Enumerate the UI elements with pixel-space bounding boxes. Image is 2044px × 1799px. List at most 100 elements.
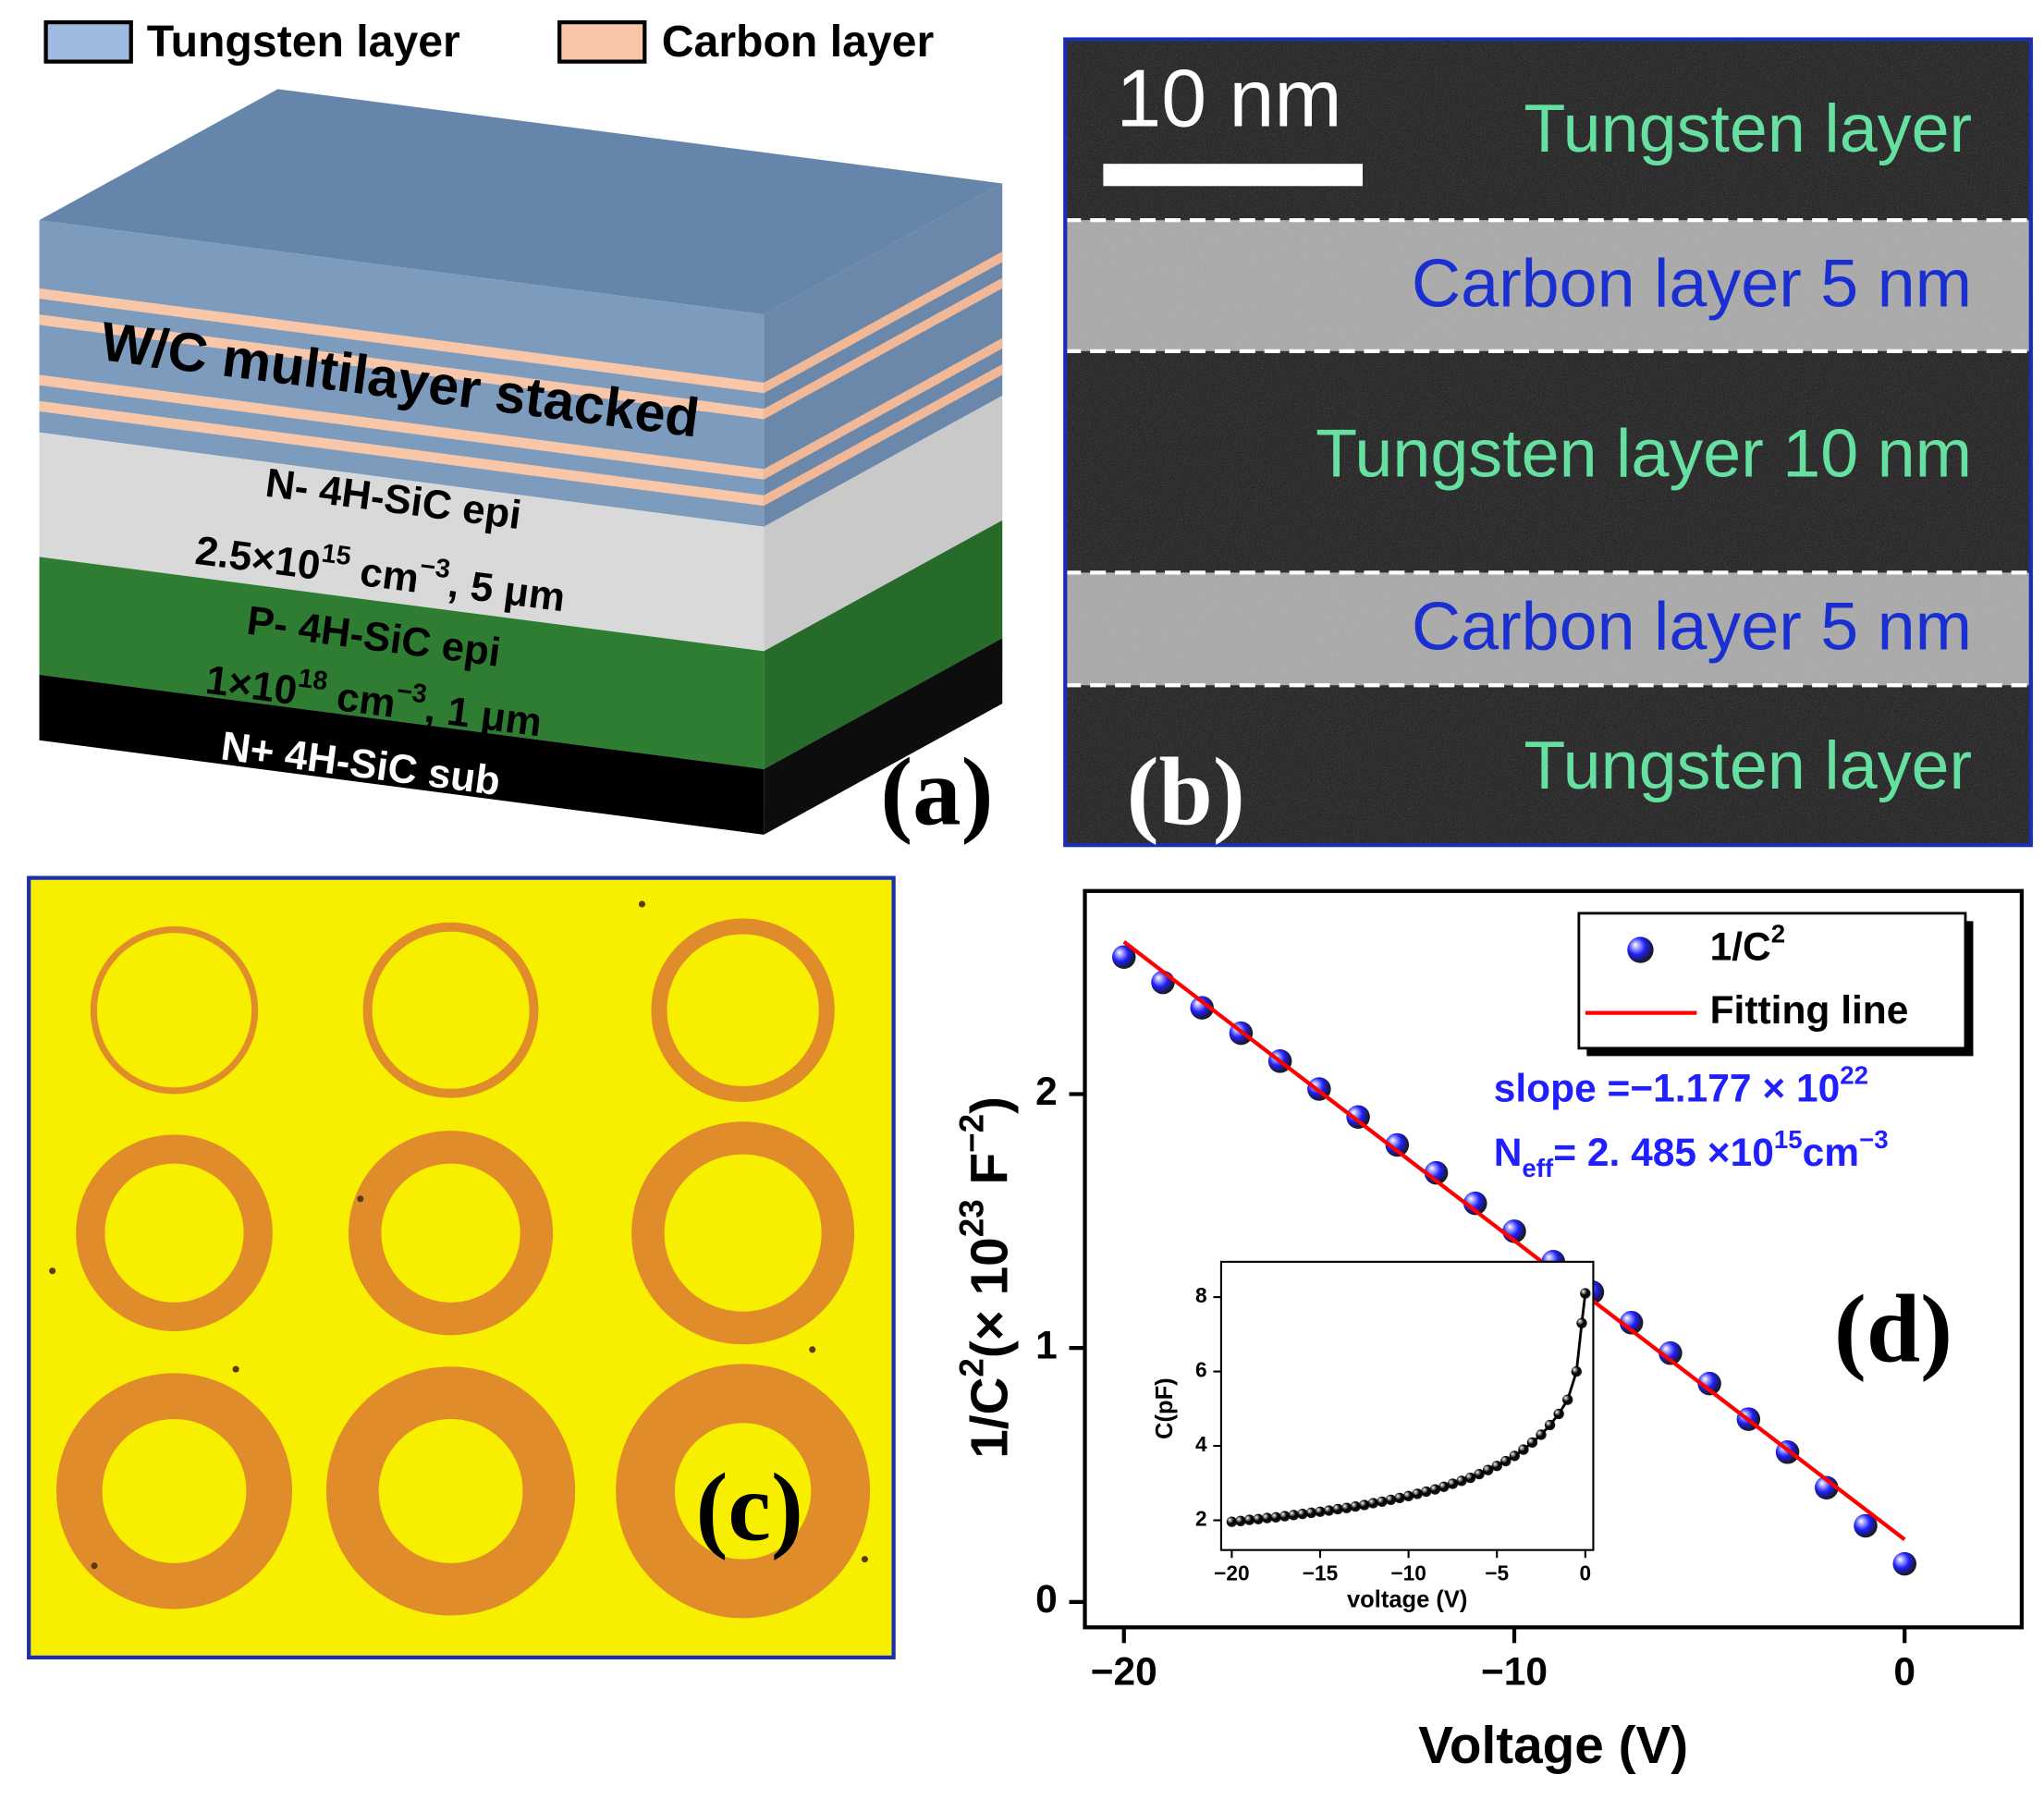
plot-frame bbox=[1219, 1260, 1595, 1551]
annotation: slope =−1.177 × 1022 bbox=[1494, 1060, 1868, 1110]
data-point bbox=[1562, 1394, 1573, 1405]
layer-label: 1×1018 cm−3, 1 μm bbox=[203, 651, 545, 745]
x-tick-label: −5 bbox=[1485, 1560, 1509, 1585]
data-point bbox=[1288, 1510, 1299, 1521]
data-point bbox=[1412, 1488, 1423, 1499]
data-point bbox=[1658, 1340, 1683, 1365]
text-part: slope =−1.177 × 10 bbox=[1494, 1068, 1841, 1111]
data-point bbox=[1456, 1475, 1467, 1487]
text-part: F bbox=[961, 1153, 1019, 1199]
text-part: −2 bbox=[953, 1114, 991, 1153]
debris bbox=[91, 1562, 98, 1570]
y-tick-label: 4 bbox=[1195, 1432, 1207, 1456]
legend-box bbox=[1577, 912, 1967, 1050]
layer-front bbox=[39, 374, 765, 480]
layer-side bbox=[764, 277, 1003, 420]
data-point bbox=[1402, 1490, 1414, 1502]
text-part: cm bbox=[347, 547, 422, 601]
debris bbox=[809, 1346, 816, 1353]
legend-label: Carbon layer bbox=[662, 17, 935, 67]
layer-label: Tungsten layer bbox=[1524, 90, 1972, 166]
plot-frame bbox=[1083, 888, 2025, 1630]
data-point bbox=[1526, 1437, 1538, 1449]
data-point bbox=[1270, 1511, 1281, 1523]
x-tick-label: −10 bbox=[1481, 1651, 1548, 1695]
layer-front bbox=[39, 432, 765, 652]
layer-side bbox=[764, 520, 1003, 769]
data-point bbox=[1341, 1502, 1352, 1513]
data-point bbox=[1429, 1484, 1440, 1495]
data-point bbox=[1892, 1551, 1916, 1576]
data-point bbox=[1447, 1478, 1459, 1489]
debris bbox=[638, 900, 646, 908]
layer-label: Tungsten layer 10 nm bbox=[1316, 415, 1972, 492]
layer-front bbox=[39, 288, 765, 394]
text-part: 18 bbox=[297, 663, 330, 696]
data-point bbox=[1580, 1288, 1591, 1299]
y-tick-label: 8 bbox=[1195, 1283, 1207, 1307]
legend-label: 1/C2 bbox=[1710, 919, 1786, 969]
text-part: = 2. 485 ×10 bbox=[1553, 1132, 1774, 1175]
debris bbox=[861, 1556, 868, 1563]
data-point bbox=[1553, 1408, 1564, 1420]
text-part: −3 bbox=[395, 676, 428, 709]
data-point bbox=[1111, 945, 1136, 969]
data-point bbox=[1483, 1464, 1494, 1475]
x-tick-label: −20 bbox=[1214, 1560, 1249, 1585]
layer-label: Carbon layer 5 nm bbox=[1412, 588, 1972, 665]
panel-border bbox=[1063, 37, 2033, 848]
data-point bbox=[1474, 1468, 1485, 1480]
data-point bbox=[1509, 1450, 1521, 1462]
layer-front bbox=[39, 674, 765, 835]
data-point bbox=[1438, 1481, 1450, 1492]
data-point bbox=[1367, 1498, 1379, 1509]
data-point bbox=[1394, 1492, 1405, 1504]
legend-label: Tungsten layer bbox=[147, 17, 460, 67]
text-part: −3 bbox=[419, 551, 452, 584]
ring-electrode bbox=[349, 1131, 554, 1336]
data-point bbox=[1332, 1503, 1343, 1515]
y-tick-label: 2 bbox=[1035, 1071, 1058, 1114]
text-part: 15 bbox=[320, 538, 353, 571]
text-part: 15 bbox=[1774, 1125, 1803, 1154]
scale-bar-label: 10 nm bbox=[1116, 53, 1341, 144]
x-tick-label: −15 bbox=[1303, 1560, 1338, 1585]
ring-electrode bbox=[90, 926, 259, 1095]
panel-c: (c) bbox=[27, 875, 896, 1660]
text-part: 2 bbox=[1771, 919, 1785, 948]
x-axis-label: voltage (V) bbox=[1347, 1587, 1467, 1613]
data-point bbox=[1500, 1455, 1512, 1467]
data-point bbox=[1421, 1486, 1432, 1498]
data-point bbox=[1243, 1514, 1255, 1525]
legend-swatch bbox=[557, 19, 647, 64]
data-point bbox=[1576, 1317, 1587, 1328]
series-line bbox=[1122, 940, 1906, 1541]
panel-label: (d) bbox=[1834, 1276, 1952, 1383]
layer-side bbox=[764, 364, 1003, 507]
data-point bbox=[1297, 1508, 1308, 1520]
panel-label: (b) bbox=[1127, 738, 1245, 845]
panel-label: (c) bbox=[695, 1453, 802, 1560]
data-point bbox=[1350, 1500, 1361, 1512]
text-part: cm bbox=[1803, 1132, 1859, 1175]
y-tick-label: 2 bbox=[1195, 1506, 1207, 1530]
ring-electrode bbox=[631, 1121, 855, 1345]
data-point bbox=[1697, 1371, 1721, 1396]
text-part: eff bbox=[1522, 1154, 1554, 1182]
data-point bbox=[1385, 1494, 1397, 1506]
data-point bbox=[1491, 1461, 1502, 1472]
micrograph-background bbox=[29, 877, 894, 1658]
layer-front bbox=[39, 400, 765, 507]
x-tick-label: 0 bbox=[1580, 1560, 1592, 1585]
text-part: cm bbox=[323, 672, 398, 726]
text-part: 22 bbox=[1840, 1060, 1868, 1089]
legend-swatch bbox=[43, 19, 133, 64]
legend-marker bbox=[1627, 936, 1654, 963]
data-point bbox=[1359, 1499, 1370, 1511]
y-tick-label: 0 bbox=[1035, 1578, 1058, 1622]
data-point bbox=[1226, 1516, 1238, 1527]
text-part: N bbox=[1494, 1132, 1523, 1175]
data-point bbox=[1385, 1132, 1410, 1157]
